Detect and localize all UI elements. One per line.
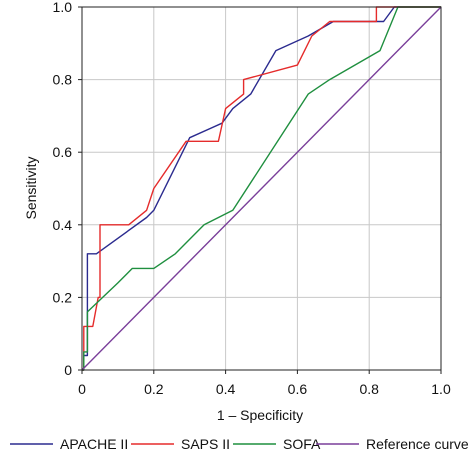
series-lines [81,6,442,371]
series-line-saps-ii [82,6,441,371]
y-tick-label: 0.2 [53,289,73,305]
legend-item-apache-ii: APACHE II [10,436,128,452]
legend-label: APACHE II [60,436,128,452]
tick-labels: 0 0.2 0.4 0.6 0.8 1.0 0 0.2 0.4 0.6 0.8 1.0 [53,0,451,397]
series-line-reference-curve [81,6,442,371]
x-axis-label: 1 – Specificity [217,407,303,423]
legend-label: SOFA [283,436,321,452]
legend-label: Reference curve [366,436,469,452]
legend-item-sofa: SOFA [233,436,321,452]
y-tick-label: 0.8 [53,72,73,88]
y-tick-label: 0.4 [53,217,73,233]
x-tick-label: 0.2 [144,381,164,397]
legend: APACHE II SAPS II SOFA Reference curve [10,436,469,452]
legend-label: SAPS II [181,436,230,452]
x-tick-label: 0.6 [288,381,308,397]
x-tick-label: 0.8 [359,381,379,397]
legend-item-saps-ii: SAPS II [131,436,230,452]
x-tick-label: 1.0 [431,381,451,397]
series-line-sofa [82,6,441,371]
y-tick-label: 0.6 [53,144,73,160]
y-axis-label: Sensitivity [23,156,39,219]
x-tick-label: 0.4 [216,381,236,397]
y-tick-label: 1.0 [53,0,73,15]
plot-frame [81,6,442,371]
y-tick-label: 0 [64,362,72,378]
x-tick-label: 0 [78,381,86,397]
legend-item-reference-curve: Reference curve [316,436,469,452]
